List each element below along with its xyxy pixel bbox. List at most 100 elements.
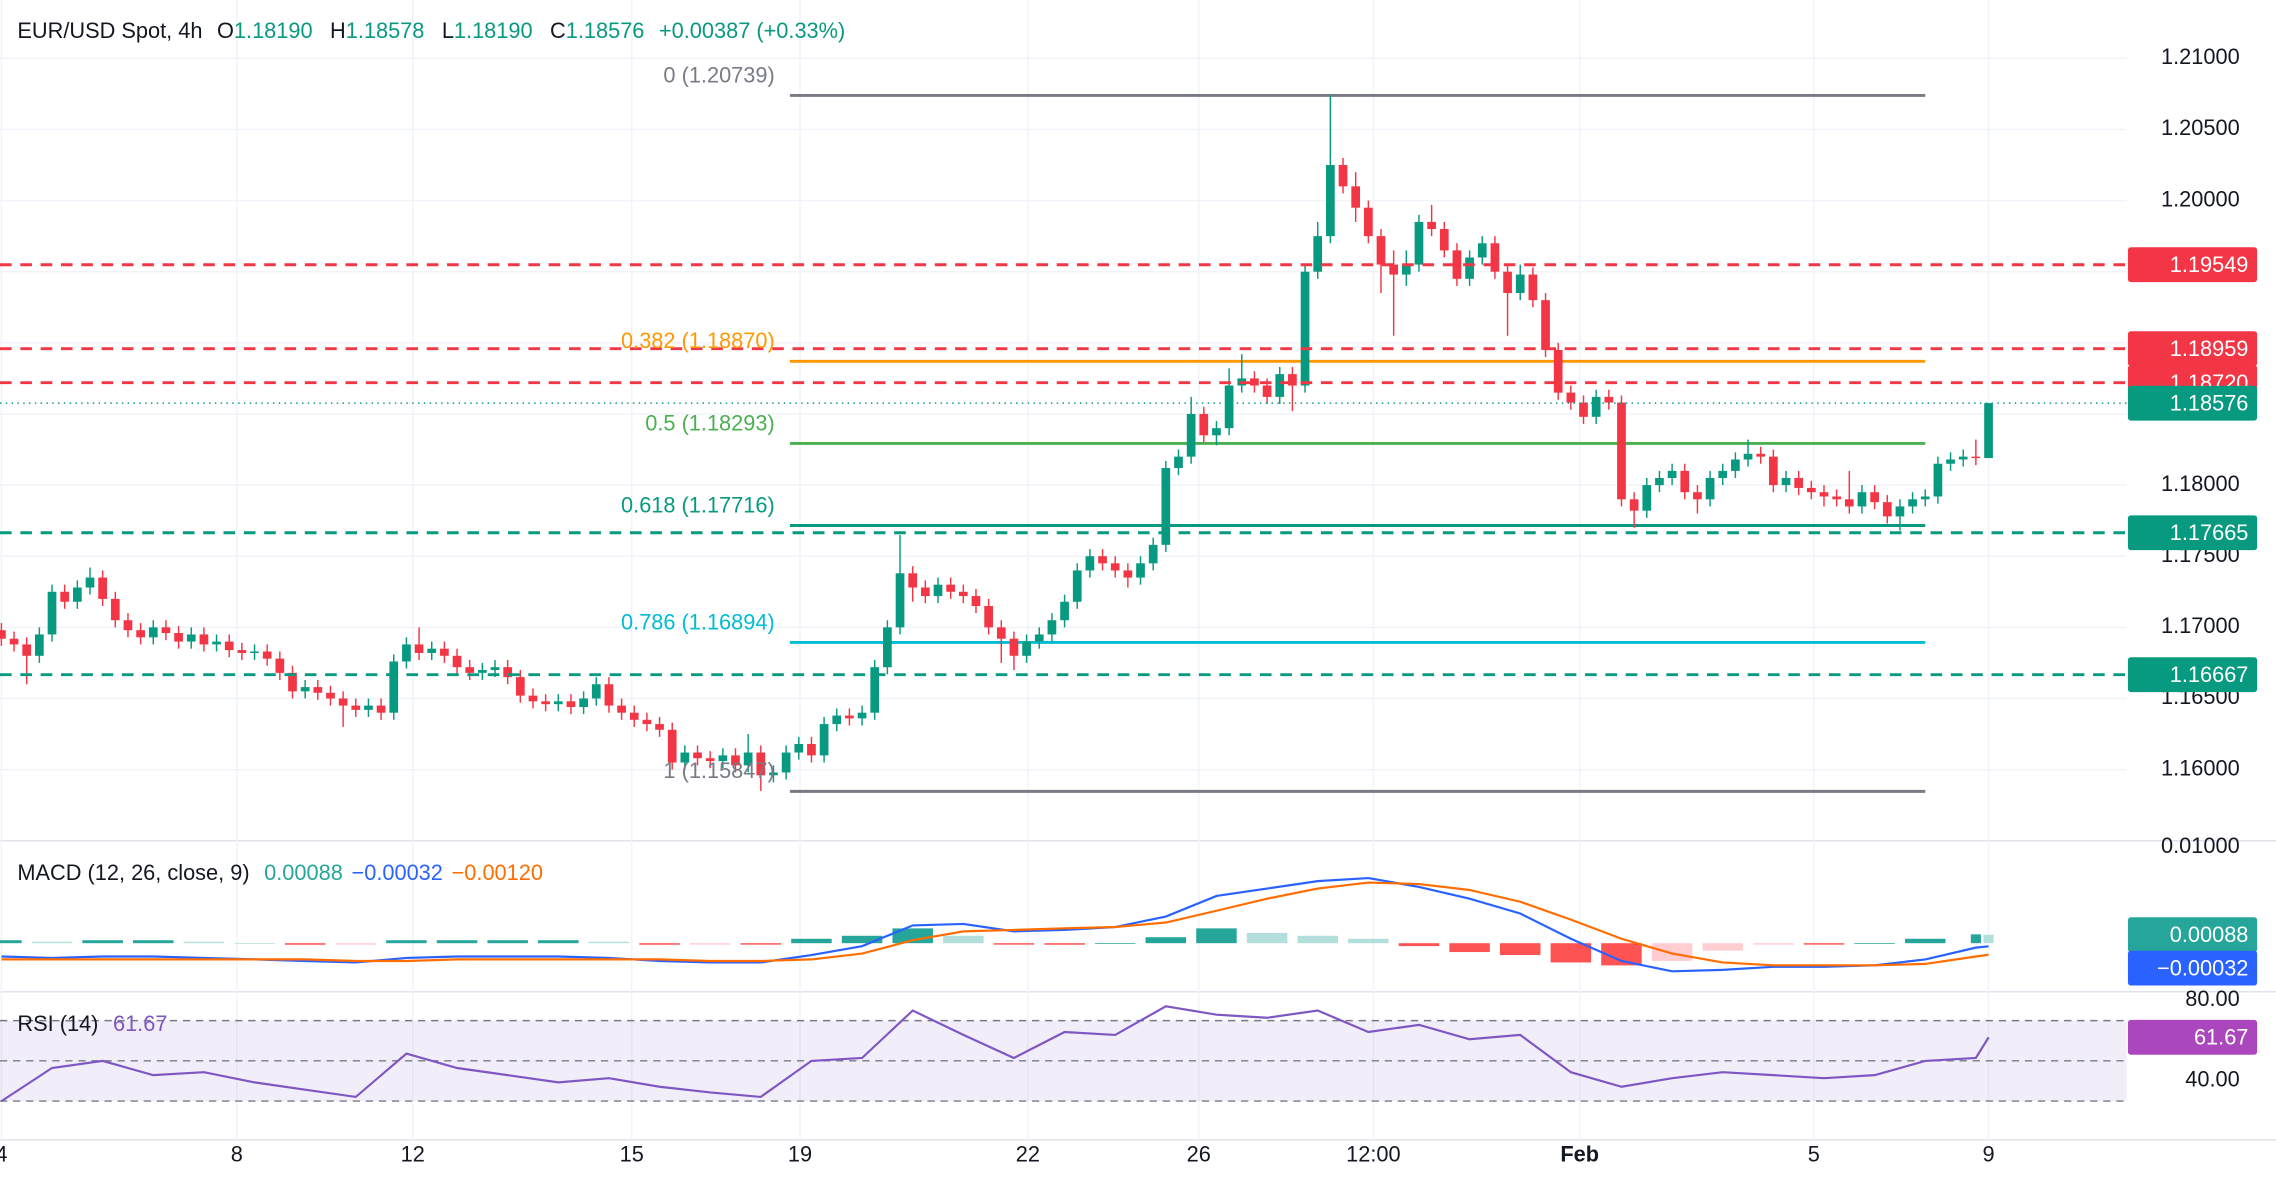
histogram-bar (1044, 943, 1085, 945)
candle-body (1870, 492, 1879, 503)
candle-body (313, 687, 323, 693)
x-tick-label: 9 (1982, 1142, 1994, 1167)
chart-header: EUR/USD Spot, 4h O1.18190 H1.18578 L1.18190… (17, 18, 845, 43)
ohlc-key: C (550, 18, 566, 43)
candle-body (35, 634, 44, 656)
candle-body (1553, 349, 1563, 393)
candle-body (1452, 250, 1462, 279)
candle-body (895, 573, 905, 628)
candle-body (1060, 601, 1069, 621)
candle-body (1034, 634, 1044, 642)
candle-body (857, 712, 867, 719)
rsi-value-badge (2127, 1019, 2258, 1055)
candle-body (1351, 186, 1361, 208)
candle-body (300, 687, 310, 692)
candle-body (22, 644, 32, 656)
candle-body (503, 667, 513, 678)
histogram-bar (1449, 943, 1490, 953)
histogram-bar (436, 940, 478, 944)
histogram-bar (1601, 943, 1642, 966)
x-tick-label: 12:00 (1346, 1142, 1400, 1167)
candle-body (338, 698, 348, 706)
x-tick-label: 19 (788, 1142, 812, 1167)
candle-body (870, 667, 880, 713)
candle-body (440, 648, 449, 656)
candle-body (553, 701, 563, 705)
candle-body (769, 772, 778, 776)
histogram-bar (0, 940, 22, 944)
candle-body (427, 648, 437, 653)
candle-body (617, 705, 626, 713)
histogram-bar (1904, 938, 1946, 944)
candle-body (819, 724, 829, 756)
candle-body (794, 743, 804, 753)
histogram-bar (1550, 943, 1592, 963)
histogram-bar (1297, 935, 1338, 944)
candle-body (629, 712, 639, 720)
y-tick-label: 1.20000 (2161, 186, 2240, 211)
histogram-bar (487, 940, 528, 944)
candle-body (1920, 496, 1930, 500)
histogram-bar (1753, 943, 1794, 945)
fib-label: 1 (1.15847) (663, 758, 774, 783)
candle-body (1465, 257, 1474, 279)
candle-body (1199, 413, 1209, 436)
candle-body (452, 655, 462, 668)
indicator-line (0, 1005, 1990, 1103)
histogram-bar (1970, 934, 1981, 944)
candle-body (1009, 638, 1019, 656)
candle-body (642, 719, 652, 725)
candle-body (9, 638, 19, 645)
candle-body (465, 667, 475, 673)
ohlc-key: H (330, 18, 346, 43)
candle-body (705, 758, 715, 762)
indicator-title: RSI (14) (17, 1011, 98, 1036)
candle-body (1085, 556, 1095, 571)
candle-body (1756, 453, 1766, 457)
histogram-bar (1196, 928, 1237, 944)
histogram-bar (386, 940, 427, 944)
indicator-title: MACD (12, 26, close, 9) (17, 860, 249, 885)
candle-body (1832, 496, 1842, 500)
candle-body (262, 651, 272, 659)
candle-body (731, 755, 740, 766)
candle-body (1933, 463, 1943, 497)
ohlc-value: 1.18578 (346, 18, 425, 43)
candle-body (1212, 428, 1221, 436)
x-tick-label: 5 (1808, 1142, 1820, 1167)
candle-body (1148, 544, 1158, 564)
price-level-badge (2127, 385, 2258, 421)
candle-body (1098, 556, 1107, 564)
candle-body (920, 587, 930, 597)
candle-body (579, 698, 588, 708)
candle-body (1693, 492, 1702, 500)
candle-body (1326, 165, 1335, 237)
candle-body (996, 627, 1006, 639)
candle-body (1174, 456, 1183, 469)
histogram-bar (993, 943, 1035, 945)
histogram-bar (1702, 943, 1743, 951)
price-level-badge (2127, 515, 2258, 551)
candle-body (110, 598, 120, 621)
histogram-bar (31, 941, 73, 944)
y-tick-label: 40.00 (2185, 1067, 2239, 1092)
candle-body (1186, 413, 1196, 457)
candle-body (1490, 243, 1500, 272)
histogram-bar (234, 943, 275, 944)
candle-body (186, 634, 196, 642)
candle-body (1718, 470, 1728, 478)
candle-body (1047, 620, 1057, 635)
candle-body (1262, 385, 1272, 397)
candle-body (1731, 459, 1740, 471)
rsi-value-badge-text: 61.67 (2194, 1025, 2248, 1050)
candle-body (1743, 453, 1753, 460)
candle-body (414, 644, 424, 653)
candle-body (1591, 396, 1601, 417)
histogram-value-badge (2127, 917, 2258, 953)
candle-body (1275, 374, 1285, 397)
candle-body (1439, 229, 1449, 251)
candle-body (1161, 468, 1171, 545)
histogram-bar (1094, 943, 1136, 944)
